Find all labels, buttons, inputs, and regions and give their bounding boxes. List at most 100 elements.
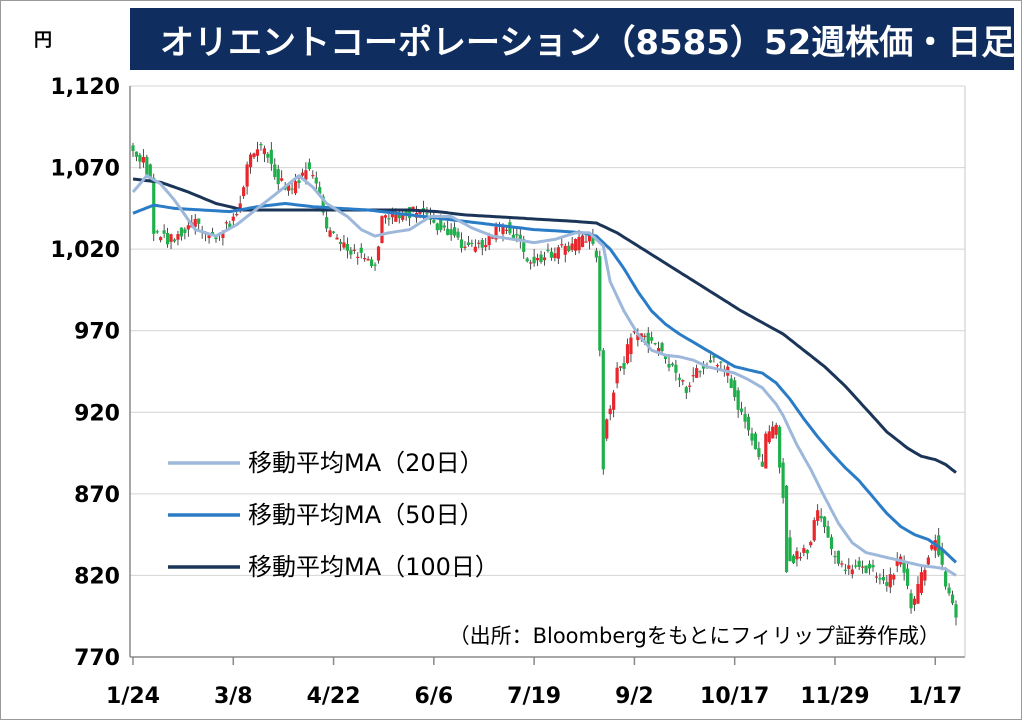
- candle-body: [750, 433, 754, 441]
- source-note: （出所：Bloombergをもとにフィリップ証券作成）: [449, 624, 940, 648]
- candle-body: [318, 187, 322, 194]
- legend-label-ma100: 移動平均MA（100日）: [248, 553, 499, 581]
- candle-body: [280, 178, 284, 181]
- moving-average-lines: [131, 174, 958, 577]
- candle-body: [944, 571, 948, 587]
- candle-body: [504, 229, 509, 231]
- candle-body: [207, 235, 211, 239]
- candle-body: [238, 203, 242, 212]
- candle-body: [663, 355, 668, 360]
- candle-body: [331, 231, 336, 233]
- candle-body: [653, 342, 657, 345]
- candle-body: [335, 237, 339, 240]
- candle-body: [812, 520, 816, 541]
- candle-body: [719, 361, 723, 363]
- candle-body: [290, 188, 294, 190]
- candle-body: [235, 214, 239, 216]
- candle-body: [145, 156, 149, 175]
- x-tick-6/6: 6/6: [415, 684, 454, 709]
- candle-body: [560, 244, 564, 246]
- candle-body: [940, 548, 944, 565]
- candle-body: [259, 144, 263, 146]
- candle-body: [930, 545, 934, 550]
- candle-body: [670, 363, 675, 366]
- candle-body: [771, 426, 775, 439]
- x-tick-1/17: 1/17: [908, 684, 962, 709]
- candle-body: [387, 218, 391, 220]
- y-tick-970: 970: [74, 320, 120, 345]
- candle-body: [494, 226, 498, 240]
- candle-body: [352, 249, 356, 251]
- candle-body: [836, 550, 841, 564]
- candle-body: [141, 156, 145, 163]
- candle-body: [197, 218, 201, 224]
- candle-body: [484, 244, 488, 248]
- chart-title: オリエントコーポレーション（8585）52週株価・日足: [130, 8, 1015, 70]
- candle-body: [383, 215, 388, 218]
- candle-body: [373, 264, 377, 266]
- candle-body: [667, 364, 671, 368]
- y-tick-920: 920: [74, 401, 120, 426]
- candle-body: [905, 568, 910, 586]
- candle-body: [580, 235, 585, 248]
- candle-body: [366, 259, 370, 261]
- y-unit-label: 円: [34, 30, 52, 51]
- candle-body: [325, 217, 329, 229]
- candle-body: [314, 177, 318, 184]
- candle-body: [138, 154, 142, 162]
- candle-body: [539, 254, 543, 263]
- candle-body: [556, 247, 560, 259]
- candle-body: [370, 259, 374, 267]
- candle-body: [598, 256, 602, 351]
- candle-body: [677, 377, 681, 380]
- candle-body: [650, 337, 654, 341]
- candle-body: [411, 206, 415, 211]
- candle-body: [829, 537, 834, 549]
- candle-body: [791, 555, 796, 564]
- candle-body: [179, 227, 184, 237]
- candle-body: [356, 256, 360, 259]
- candle-body: [736, 390, 740, 410]
- ma20-line: [131, 174, 957, 577]
- candle-body: [809, 542, 813, 546]
- candle-body: [376, 246, 381, 261]
- candle-body: [176, 234, 180, 240]
- candle-body: [612, 392, 616, 410]
- candle-body: [255, 149, 260, 156]
- candle-body: [574, 239, 578, 251]
- candle-body: [643, 335, 647, 338]
- candle-body: [214, 237, 218, 240]
- candle-body: [456, 231, 460, 238]
- x-tick-1/24: 1/24: [106, 684, 160, 709]
- candle-body: [854, 565, 858, 567]
- candle-body: [646, 332, 650, 347]
- y-tick-1020: 1,020: [50, 238, 120, 263]
- candle-body: [788, 537, 792, 562]
- candle-body: [950, 594, 955, 604]
- candle-body: [480, 240, 484, 248]
- candle-body: [300, 172, 305, 176]
- candle-body: [577, 236, 581, 251]
- candle-body: [926, 557, 930, 565]
- candle-body: [826, 526, 830, 538]
- candle-body: [608, 408, 612, 415]
- candle-body: [228, 223, 232, 228]
- candle-body: [397, 213, 401, 219]
- candle-body: [439, 219, 443, 231]
- candle-body: [266, 153, 270, 158]
- y-tick-1070: 1,070: [50, 157, 120, 182]
- candle-body: [349, 250, 353, 255]
- candle-body: [404, 209, 408, 214]
- candle-body: [874, 576, 879, 578]
- candle-body: [535, 257, 540, 261]
- candle-body: [615, 367, 619, 384]
- candle-body: [757, 448, 761, 457]
- candle-body: [390, 213, 394, 218]
- candle-body: [712, 356, 716, 358]
- candle-body: [553, 253, 557, 259]
- x-tick-7/19: 7/19: [507, 684, 561, 709]
- x-axis: 1/24 3/8 4/22 6/6 7/19 9/2 10/17 11/29 1/17: [106, 657, 962, 709]
- x-tick-4/22: 4/22: [307, 684, 361, 709]
- candle-body: [885, 582, 889, 586]
